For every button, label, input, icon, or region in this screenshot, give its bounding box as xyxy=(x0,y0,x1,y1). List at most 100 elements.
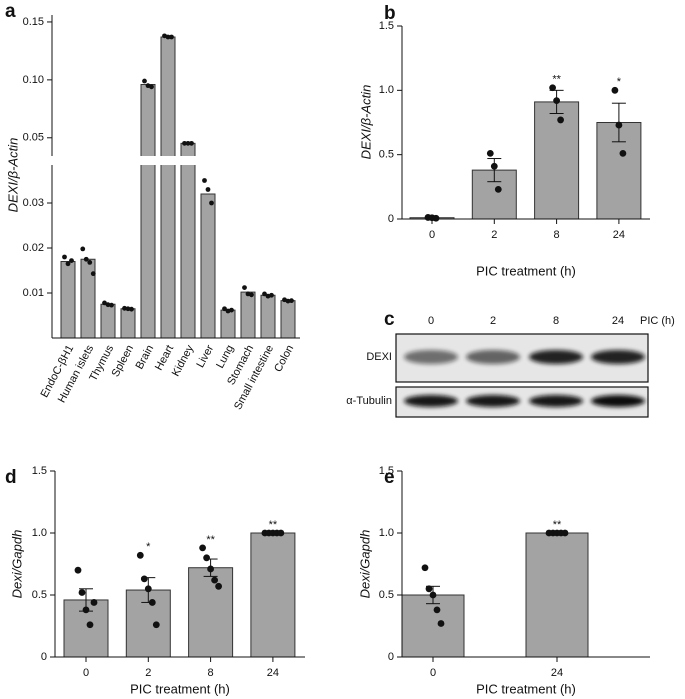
data-point xyxy=(490,162,498,170)
data-point xyxy=(486,149,494,157)
data-point xyxy=(432,214,440,222)
data-point xyxy=(229,307,234,313)
data-point xyxy=(262,291,267,297)
x-axis-label: PIC treatment (h) xyxy=(130,681,230,696)
data-point xyxy=(249,292,254,298)
y-axis-label: Dexi/Gapdh xyxy=(357,530,372,599)
data-point xyxy=(129,306,134,312)
data-point xyxy=(65,261,71,267)
y-tick-label: 0.02 xyxy=(23,242,44,254)
data-point xyxy=(144,585,152,593)
y-tick-label: 1.0 xyxy=(379,527,394,539)
x-tick-label: 8 xyxy=(208,667,214,679)
y-axis-label: Dexi/Gapdh xyxy=(9,530,24,599)
data-point xyxy=(202,178,207,183)
x-tick-label: 24 xyxy=(613,229,625,241)
panel-letter: e xyxy=(384,467,395,488)
row-label: α-Tubulin xyxy=(346,395,392,407)
blot-band xyxy=(466,350,520,364)
y-tick-label: 0.03 xyxy=(23,197,44,209)
data-point xyxy=(557,116,564,124)
bar xyxy=(100,303,116,339)
data-point xyxy=(437,620,445,627)
data-point xyxy=(182,140,187,146)
bar xyxy=(60,261,76,339)
y-tick-label: 0.5 xyxy=(379,589,394,601)
y-tick-label: 0.05 xyxy=(23,132,44,144)
x-tick-label: 0 xyxy=(83,667,89,679)
data-point xyxy=(69,258,74,263)
data-point xyxy=(82,606,90,614)
y-tick-label: 0 xyxy=(388,651,394,663)
data-point xyxy=(433,606,441,614)
data-point xyxy=(242,285,247,290)
blot-band xyxy=(404,395,458,407)
x-axis-label: PIC treatment (h) xyxy=(476,263,576,278)
bar xyxy=(250,532,296,658)
data-point xyxy=(269,292,274,298)
data-point xyxy=(277,529,285,537)
panel-letter: a xyxy=(5,1,16,22)
lane-label: 0 xyxy=(428,315,434,327)
data-point xyxy=(149,84,154,90)
bar xyxy=(160,36,176,339)
bar xyxy=(534,101,580,220)
data-point xyxy=(83,256,89,262)
y-tick-label: 1.5 xyxy=(379,465,394,477)
x-tick-label: 2 xyxy=(145,667,151,679)
bar xyxy=(180,142,196,339)
data-point xyxy=(86,621,94,629)
y-tick-label: 0 xyxy=(388,213,394,225)
bar xyxy=(200,193,216,339)
y-tick-label: 0.01 xyxy=(23,287,44,299)
data-point xyxy=(152,621,160,629)
x-tick-label: 24 xyxy=(267,667,279,679)
lane-label: 24 xyxy=(612,315,624,327)
data-point xyxy=(122,305,127,311)
row-label: DEXI xyxy=(366,351,392,363)
significance-mark: ** xyxy=(206,534,215,546)
x-tick-label: 24 xyxy=(551,667,563,679)
data-point xyxy=(207,565,215,573)
lane-label: 8 xyxy=(553,315,559,327)
bar xyxy=(260,294,276,339)
data-point xyxy=(209,200,214,206)
data-point xyxy=(619,149,627,157)
panel-letter: d xyxy=(5,467,17,488)
axis-break xyxy=(48,156,300,165)
data-point xyxy=(80,246,86,252)
data-point xyxy=(74,566,82,574)
data-point xyxy=(165,34,171,40)
blot-band xyxy=(591,350,645,364)
data-point xyxy=(561,529,569,537)
y-tick-label: 1.0 xyxy=(32,527,47,539)
y-tick-label: 0 xyxy=(41,651,47,663)
y-tick-label: 0.5 xyxy=(379,149,394,161)
data-point xyxy=(169,34,174,40)
data-point xyxy=(90,599,98,606)
blot-band xyxy=(404,350,458,364)
data-point xyxy=(215,582,223,590)
data-point xyxy=(222,306,227,312)
y-axis-label: DEXI/β-Actin xyxy=(358,85,373,160)
lane-unit: PIC (h) xyxy=(640,315,675,327)
x-axis-label: PIC treatment (h) xyxy=(476,681,576,696)
data-point xyxy=(421,564,429,572)
significance-mark: ** xyxy=(552,74,561,86)
panel-letter: b xyxy=(384,3,396,24)
x-tick-label: Colon xyxy=(272,343,296,374)
y-tick-label: 0.15 xyxy=(23,16,44,28)
bar xyxy=(188,567,234,658)
bar xyxy=(80,258,96,339)
y-tick-label: 1.5 xyxy=(32,465,47,477)
data-point xyxy=(189,140,194,146)
data-point xyxy=(90,271,96,277)
data-point xyxy=(109,302,114,308)
bar xyxy=(280,300,296,339)
data-point xyxy=(611,86,619,94)
data-point xyxy=(105,302,111,308)
blot-band xyxy=(591,395,645,407)
significance-mark: * xyxy=(617,76,622,88)
data-point xyxy=(429,591,437,599)
